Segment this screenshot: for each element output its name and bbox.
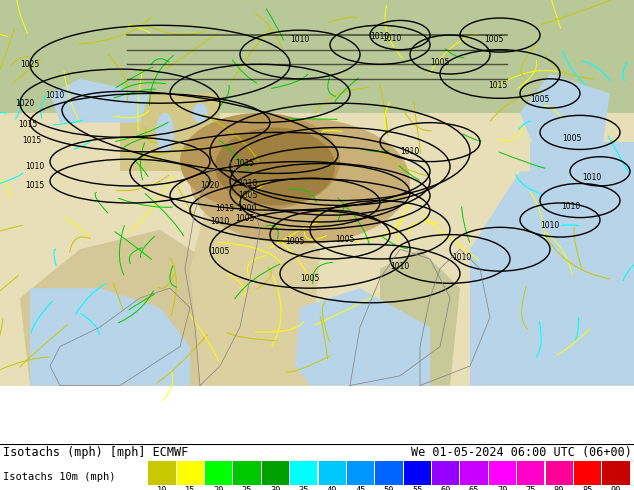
Polygon shape: [0, 0, 634, 132]
Polygon shape: [530, 142, 634, 210]
Bar: [602, 462, 630, 486]
Polygon shape: [295, 288, 430, 386]
Text: 1005: 1005: [562, 134, 581, 143]
Text: 1010: 1010: [25, 162, 44, 171]
Bar: [574, 462, 601, 486]
Polygon shape: [0, 113, 634, 386]
Text: 85: 85: [583, 486, 593, 490]
Bar: [460, 462, 488, 486]
Bar: [148, 462, 176, 486]
Text: 1005: 1005: [484, 35, 503, 45]
Text: 90: 90: [611, 486, 621, 490]
Text: 1015: 1015: [18, 120, 37, 129]
Text: 1005: 1005: [210, 246, 230, 256]
Ellipse shape: [193, 103, 207, 122]
Text: 1010: 1010: [370, 32, 390, 42]
Text: 40: 40: [327, 486, 337, 490]
Text: 1005: 1005: [235, 214, 255, 222]
Ellipse shape: [215, 127, 335, 205]
Text: 50: 50: [384, 486, 394, 490]
Text: 45: 45: [355, 486, 366, 490]
Text: 55: 55: [412, 486, 423, 490]
Text: 1005: 1005: [335, 235, 354, 244]
Text: 1000: 1000: [237, 204, 257, 213]
Text: 1015: 1015: [488, 81, 508, 90]
Text: 1005: 1005: [430, 58, 450, 67]
Bar: [205, 462, 232, 486]
Text: 20: 20: [214, 486, 224, 490]
Text: 15: 15: [185, 486, 195, 490]
Text: 1010: 1010: [540, 221, 560, 230]
Ellipse shape: [190, 118, 410, 245]
Bar: [120, 94, 220, 172]
Bar: [432, 462, 460, 486]
Bar: [177, 462, 204, 486]
Text: 1005: 1005: [530, 95, 550, 104]
Polygon shape: [190, 172, 320, 386]
Ellipse shape: [156, 113, 174, 152]
Text: 1020: 1020: [15, 98, 35, 108]
Text: 1010: 1010: [290, 35, 309, 45]
Bar: [0, 0, 634, 386]
Text: 1010: 1010: [453, 252, 472, 262]
Polygon shape: [470, 172, 634, 386]
Bar: [318, 462, 346, 486]
Polygon shape: [20, 230, 220, 386]
Text: 1010: 1010: [46, 91, 65, 100]
Text: 1010: 1010: [210, 218, 230, 226]
Bar: [489, 462, 516, 486]
Bar: [404, 462, 431, 486]
Text: 1010: 1010: [391, 262, 410, 271]
Text: 60: 60: [441, 486, 451, 490]
Text: 1015: 1015: [235, 159, 255, 168]
Text: 1005: 1005: [238, 191, 257, 200]
Polygon shape: [30, 288, 190, 386]
Text: 25: 25: [242, 486, 252, 490]
Polygon shape: [50, 79, 150, 122]
Text: 1010: 1010: [382, 34, 401, 44]
Polygon shape: [520, 74, 610, 162]
Text: 10: 10: [157, 486, 167, 490]
Text: 35: 35: [299, 486, 309, 490]
Text: 1015: 1015: [22, 136, 42, 145]
Text: 1010: 1010: [561, 202, 581, 211]
Text: 65: 65: [469, 486, 479, 490]
Text: Isotachs (mph) [mph] ECMWF: Isotachs (mph) [mph] ECMWF: [3, 446, 188, 459]
Text: Isotachs 10m (mph): Isotachs 10m (mph): [3, 472, 115, 483]
Bar: [262, 462, 289, 486]
Text: 30: 30: [270, 486, 281, 490]
Text: 80: 80: [554, 486, 564, 490]
Text: 1005: 1005: [301, 274, 320, 283]
Text: 1005: 1005: [285, 237, 305, 246]
Text: 1010: 1010: [238, 178, 257, 188]
Text: 1015: 1015: [25, 181, 44, 191]
Bar: [347, 462, 374, 486]
Text: 70: 70: [497, 486, 508, 490]
Text: 1015: 1015: [216, 204, 235, 213]
Polygon shape: [380, 249, 460, 386]
Bar: [290, 462, 318, 486]
Bar: [517, 462, 545, 486]
Ellipse shape: [180, 113, 340, 210]
Text: 75: 75: [526, 486, 536, 490]
Text: 1020: 1020: [200, 181, 219, 191]
Text: We 01-05-2024 06:00 UTC (06+00): We 01-05-2024 06:00 UTC (06+00): [411, 446, 631, 459]
Bar: [375, 462, 403, 486]
Bar: [233, 462, 261, 486]
Text: 1010: 1010: [583, 172, 602, 182]
Text: 1025: 1025: [20, 60, 39, 69]
Bar: [546, 462, 573, 486]
Text: 1010: 1010: [401, 147, 420, 156]
